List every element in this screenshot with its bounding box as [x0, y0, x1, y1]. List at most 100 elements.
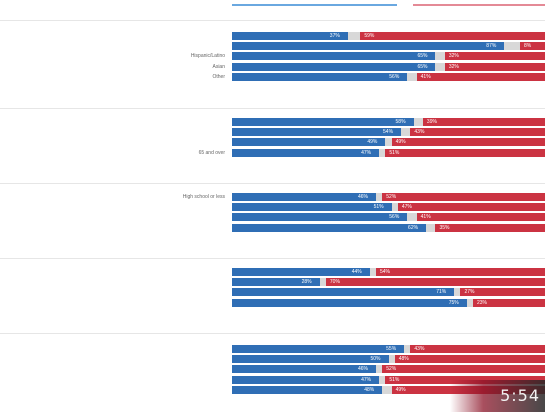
top-legend-blue-line	[232, 4, 397, 6]
bar-other-segment	[401, 128, 411, 137]
bar-blue-value-label: 56%	[389, 73, 400, 80]
bar-blue-segment	[232, 385, 383, 394]
bar-red-value-label: 51%	[389, 149, 400, 156]
bar-red-segment	[416, 72, 545, 81]
bar-blue-value-label: 37%	[329, 33, 340, 39]
bar-blue-value-label: 54%	[383, 129, 394, 136]
bar-red-value-label: 47%	[401, 204, 412, 211]
bar-blue-segment	[232, 203, 392, 212]
bar-red-value-label: 48%	[398, 356, 409, 363]
bar-blue-value-label: 46%	[357, 194, 368, 200]
bar-blue-segment	[232, 355, 389, 364]
bar-blue-value-label: 55%	[386, 346, 397, 352]
bar-red-value-label: 52%	[386, 194, 397, 200]
bar-red-value-label: 27%	[464, 289, 475, 296]
bar-red-segment	[444, 62, 545, 71]
bar-blue-segment	[232, 42, 505, 51]
bar-blue-value-label: 50%	[370, 356, 381, 363]
bar-red-value-label: 41%	[420, 214, 431, 221]
row-label: Other	[212, 73, 225, 80]
group-divider	[0, 108, 545, 109]
bar-red-segment	[375, 268, 545, 276]
top-legend-red-line	[413, 4, 545, 6]
bar-other-segment	[407, 213, 417, 222]
bar-red-segment	[385, 148, 545, 157]
bar-other-segment	[379, 375, 386, 384]
bar-blue-segment	[232, 128, 402, 137]
bar-red-segment	[391, 138, 545, 147]
bar-other-segment	[385, 138, 392, 147]
video-timer-text: 5:54	[500, 386, 540, 405]
bar-red-value-label: 70%	[329, 279, 340, 286]
bar-blue-value-label: 56%	[389, 214, 400, 221]
bar-blue-segment	[232, 52, 436, 61]
bar-blue-value-label: 47%	[361, 149, 372, 156]
bar-blue-segment	[232, 268, 370, 276]
bar-blue-segment	[232, 62, 436, 71]
bar-red-value-label: 49%	[395, 139, 406, 146]
row-label: Asian	[212, 63, 225, 70]
group-divider	[0, 333, 545, 334]
bar-other-segment	[413, 118, 423, 126]
bar-blue-segment	[232, 213, 408, 222]
bar-blue-segment	[232, 288, 455, 297]
row-label: 65 and over	[198, 149, 225, 156]
group-divider	[0, 20, 545, 21]
bar-red-segment	[385, 375, 545, 384]
group-divider	[0, 183, 545, 184]
bar-other-segment	[435, 62, 445, 71]
bar-red-segment	[473, 298, 545, 307]
bar-blue-value-label: 65%	[417, 53, 428, 60]
bar-other-segment	[369, 268, 376, 276]
bar-red-segment	[397, 203, 545, 212]
bar-red-value-label: 43%	[414, 129, 425, 136]
bar-red-segment	[382, 193, 545, 201]
bar-other-segment	[382, 385, 392, 394]
bar-blue-segment	[232, 365, 376, 374]
bar-red-value-label: 32%	[448, 63, 459, 70]
bar-red-value-label: 23%	[477, 299, 488, 306]
bar-blue-segment	[232, 278, 320, 287]
bar-red-segment	[394, 355, 545, 364]
bar-red-value-label: 43%	[414, 346, 425, 352]
bar-red-segment	[382, 365, 545, 374]
bar-red-segment	[410, 128, 545, 137]
bar-red-segment	[416, 213, 545, 222]
bar-blue-segment	[232, 148, 380, 157]
bar-red-segment	[325, 278, 545, 287]
bar-other-segment	[426, 223, 436, 232]
bar-red-value-label: 35%	[439, 224, 450, 231]
bar-blue-value-label: 62%	[408, 224, 419, 231]
bar-blue-segment	[232, 223, 427, 232]
bar-red-segment	[444, 52, 545, 61]
bar-other-segment	[407, 72, 417, 81]
bar-blue-value-label: 75%	[448, 299, 459, 306]
bar-red-segment	[519, 42, 545, 51]
bar-blue-value-label: 49%	[367, 139, 378, 146]
video-timer-overlay: 5:54	[450, 380, 545, 412]
row-label: High school or less	[182, 194, 225, 200]
bar-red-value-label: 8%	[523, 43, 532, 50]
bar-other-segment	[379, 148, 386, 157]
bar-blue-value-label: 65%	[417, 63, 428, 70]
bar-blue-segment	[232, 118, 414, 126]
bar-other-segment	[435, 52, 445, 61]
bar-red-value-label: 41%	[420, 73, 431, 80]
bar-blue-value-label: 87%	[486, 43, 497, 50]
bar-other-segment	[375, 365, 383, 374]
bar-red-segment	[460, 288, 545, 297]
bar-red-value-label: 49%	[395, 386, 406, 393]
bar-blue-value-label: 47%	[361, 376, 372, 383]
group-divider	[0, 258, 545, 259]
bar-red-value-label: 52%	[386, 366, 397, 373]
bar-other-segment	[404, 345, 411, 353]
bar-red-value-label: 51%	[389, 376, 400, 383]
bar-blue-value-label: 28%	[301, 279, 312, 286]
bar-other-segment	[466, 298, 473, 307]
bar-other-segment	[347, 32, 361, 40]
bar-blue-value-label: 46%	[357, 366, 368, 373]
bar-red-value-label: 54%	[379, 269, 390, 275]
bar-blue-segment	[232, 375, 380, 384]
row-label: Hispanic/Latino	[190, 53, 225, 60]
